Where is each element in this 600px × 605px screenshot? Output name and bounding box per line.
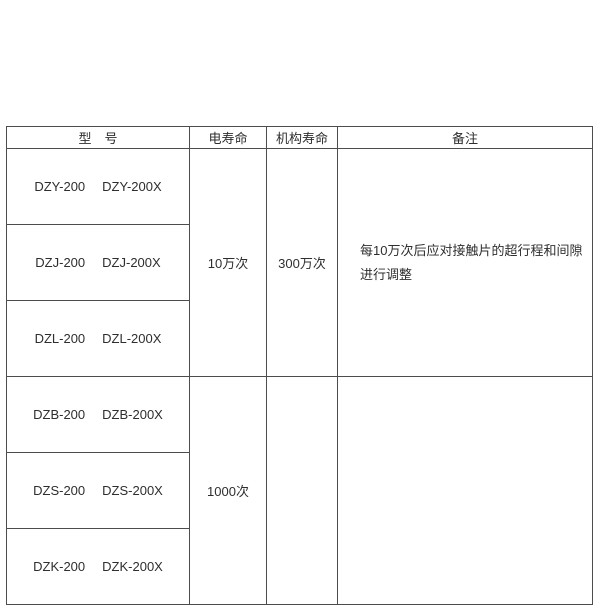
table-row-dzl: DZL-200 DZL-200X xyxy=(6,300,593,377)
model-name: DZB-200 xyxy=(33,407,86,422)
model-variant-name: DZB-200X xyxy=(102,407,163,422)
model-name: DZK-200 xyxy=(33,559,86,574)
table-row-dzb: DZB-200 DZB-200X 1000次 xyxy=(6,376,593,605)
model-cell: DZS-200 DZS-200X xyxy=(6,452,190,529)
model-variant-name: DZK-200X xyxy=(102,559,163,574)
model-pair: DZK-200 DZK-200X xyxy=(7,559,189,574)
model-name: DZJ-200 xyxy=(35,255,86,270)
model-cell: DZJ-200 DZJ-200X xyxy=(6,224,190,301)
model-pair: DZS-200 DZS-200X xyxy=(7,483,189,498)
model-variant-name: DZY-200X xyxy=(102,179,162,194)
table-row-dzy: DZY-200 DZY-200X 10万次 300万次 每10万次后应对接触片的… xyxy=(6,148,593,377)
model-cell: DZB-200 DZB-200X xyxy=(6,376,190,453)
remarks-line-1: 每10万次后应对接触片的超行程和间隙 xyxy=(360,242,583,258)
model-pair: DZB-200 DZB-200X xyxy=(7,407,189,422)
model-pair: DZL-200 DZL-200X xyxy=(7,331,189,346)
col-header-remarks: 备注 xyxy=(337,126,593,149)
col-header-model: 型 号 xyxy=(6,126,190,149)
model-name: DZL-200 xyxy=(34,331,86,346)
model-cell: DZY-200 DZY-200X xyxy=(6,148,190,225)
model-cell: DZL-200 DZL-200X xyxy=(6,300,190,377)
electrical-life-cell-group2: 1000次 xyxy=(189,376,267,605)
remarks-cell-group1: 每10万次后应对接触片的超行程和间隙 进行调整 xyxy=(337,148,593,377)
table-row-dzj: DZJ-200 DZJ-200X xyxy=(6,224,593,301)
model-variant-name: DZL-200X xyxy=(102,331,162,346)
model-cell: DZK-200 DZK-200X xyxy=(6,528,190,605)
remarks-cell-group2 xyxy=(337,376,593,605)
mechanism-life-cell-group1: 300万次 xyxy=(266,148,338,377)
col-header-electrical-life: 电寿命 xyxy=(189,126,267,149)
model-pair: DZY-200 DZY-200X xyxy=(7,179,189,194)
lifespan-spec-table: 型 号 电寿命 机构寿命 备注 DZY-200 DZY-200X 10万次 30… xyxy=(6,126,593,605)
header-row: 型 号 电寿命 机构寿命 备注 xyxy=(6,126,593,149)
model-name: DZY-200 xyxy=(34,179,86,194)
mechanism-life-cell-group2 xyxy=(266,376,338,605)
electrical-life-cell-group1: 10万次 xyxy=(189,148,267,377)
col-header-mechanism-life: 机构寿命 xyxy=(266,126,338,149)
remarks-line-2: 进行调整 xyxy=(360,266,413,282)
model-variant-name: DZJ-200X xyxy=(102,255,161,270)
model-variant-name: DZS-200X xyxy=(102,483,163,498)
model-pair: DZJ-200 DZJ-200X xyxy=(7,255,189,270)
model-name: DZS-200 xyxy=(33,483,86,498)
